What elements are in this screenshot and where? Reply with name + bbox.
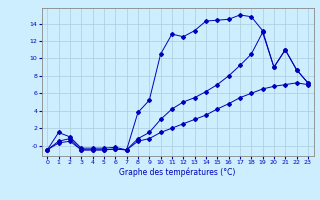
X-axis label: Graphe des températures (°C): Graphe des températures (°C): [119, 168, 236, 177]
